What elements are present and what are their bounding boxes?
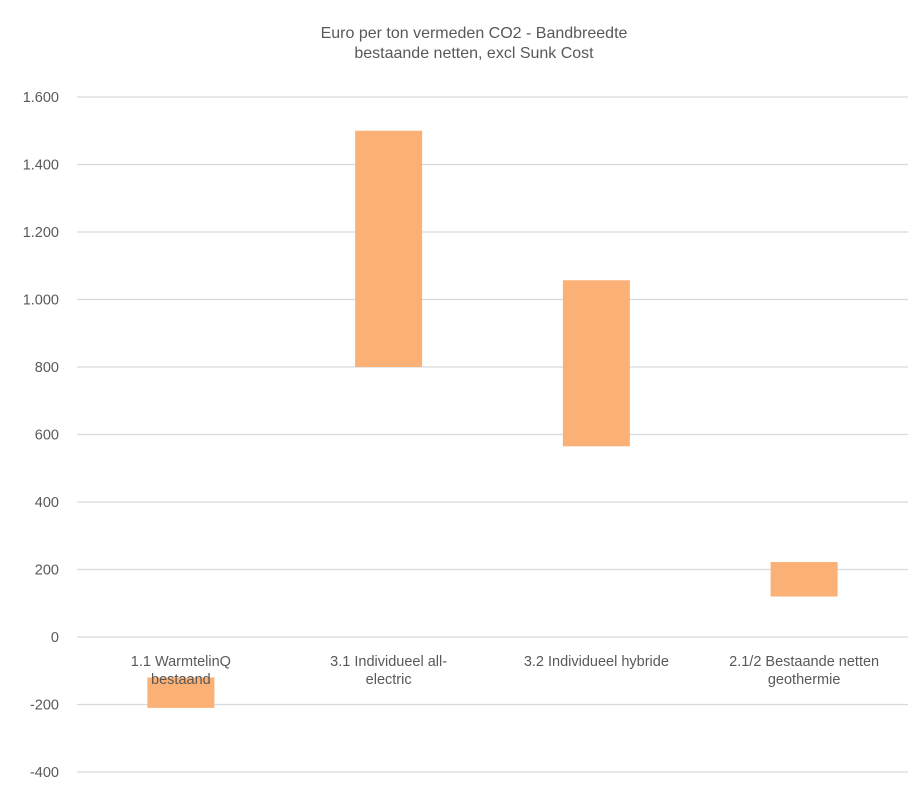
y-tick-label: 600 <box>35 428 59 444</box>
y-tick-label: -200 <box>30 698 59 714</box>
gridlines <box>77 96 908 773</box>
category-label: 3.2 Individueel hybride <box>524 654 669 670</box>
range-bar <box>562 280 630 447</box>
range-bar <box>355 130 423 367</box>
category-label: geothermie <box>768 672 841 688</box>
y-tick-label: 1.000 <box>23 293 59 309</box>
y-tick-label: 1.200 <box>23 225 59 241</box>
x-axis-category-labels: 1.1 WarmtelinQ bestaand 3.1 Individueel al… <box>131 654 879 688</box>
y-tick-label: -400 <box>30 765 59 781</box>
y-tick-label: 200 <box>35 563 59 579</box>
category-label: 1.1 WarmtelinQ <box>131 654 231 670</box>
category-label: electric <box>366 672 412 688</box>
chart-title-line-2: bestaande netten, excl Sunk Cost <box>354 45 594 62</box>
category-label: 3.1 Individueel all- <box>330 654 447 670</box>
y-tick-label: 0 <box>51 630 59 646</box>
category-label: 2.1/2 Bestaande netten <box>729 654 879 670</box>
range-bar <box>770 562 838 597</box>
bars <box>147 130 838 708</box>
y-tick-label: 800 <box>35 360 59 376</box>
range-bar <box>147 677 215 708</box>
chart-title-line-1: Euro per ton vermeden CO2 - Bandbreedte <box>321 25 628 42</box>
category-label: bestaand <box>151 672 211 688</box>
y-axis-tick-labels: -400 -200 0 200 400 600 800 1.000 1.200 1.400 1.60… <box>23 90 59 781</box>
y-tick-label: 400 <box>35 495 59 511</box>
y-tick-label: 1.400 <box>23 158 59 174</box>
y-tick-label: 1.600 <box>23 90 59 106</box>
